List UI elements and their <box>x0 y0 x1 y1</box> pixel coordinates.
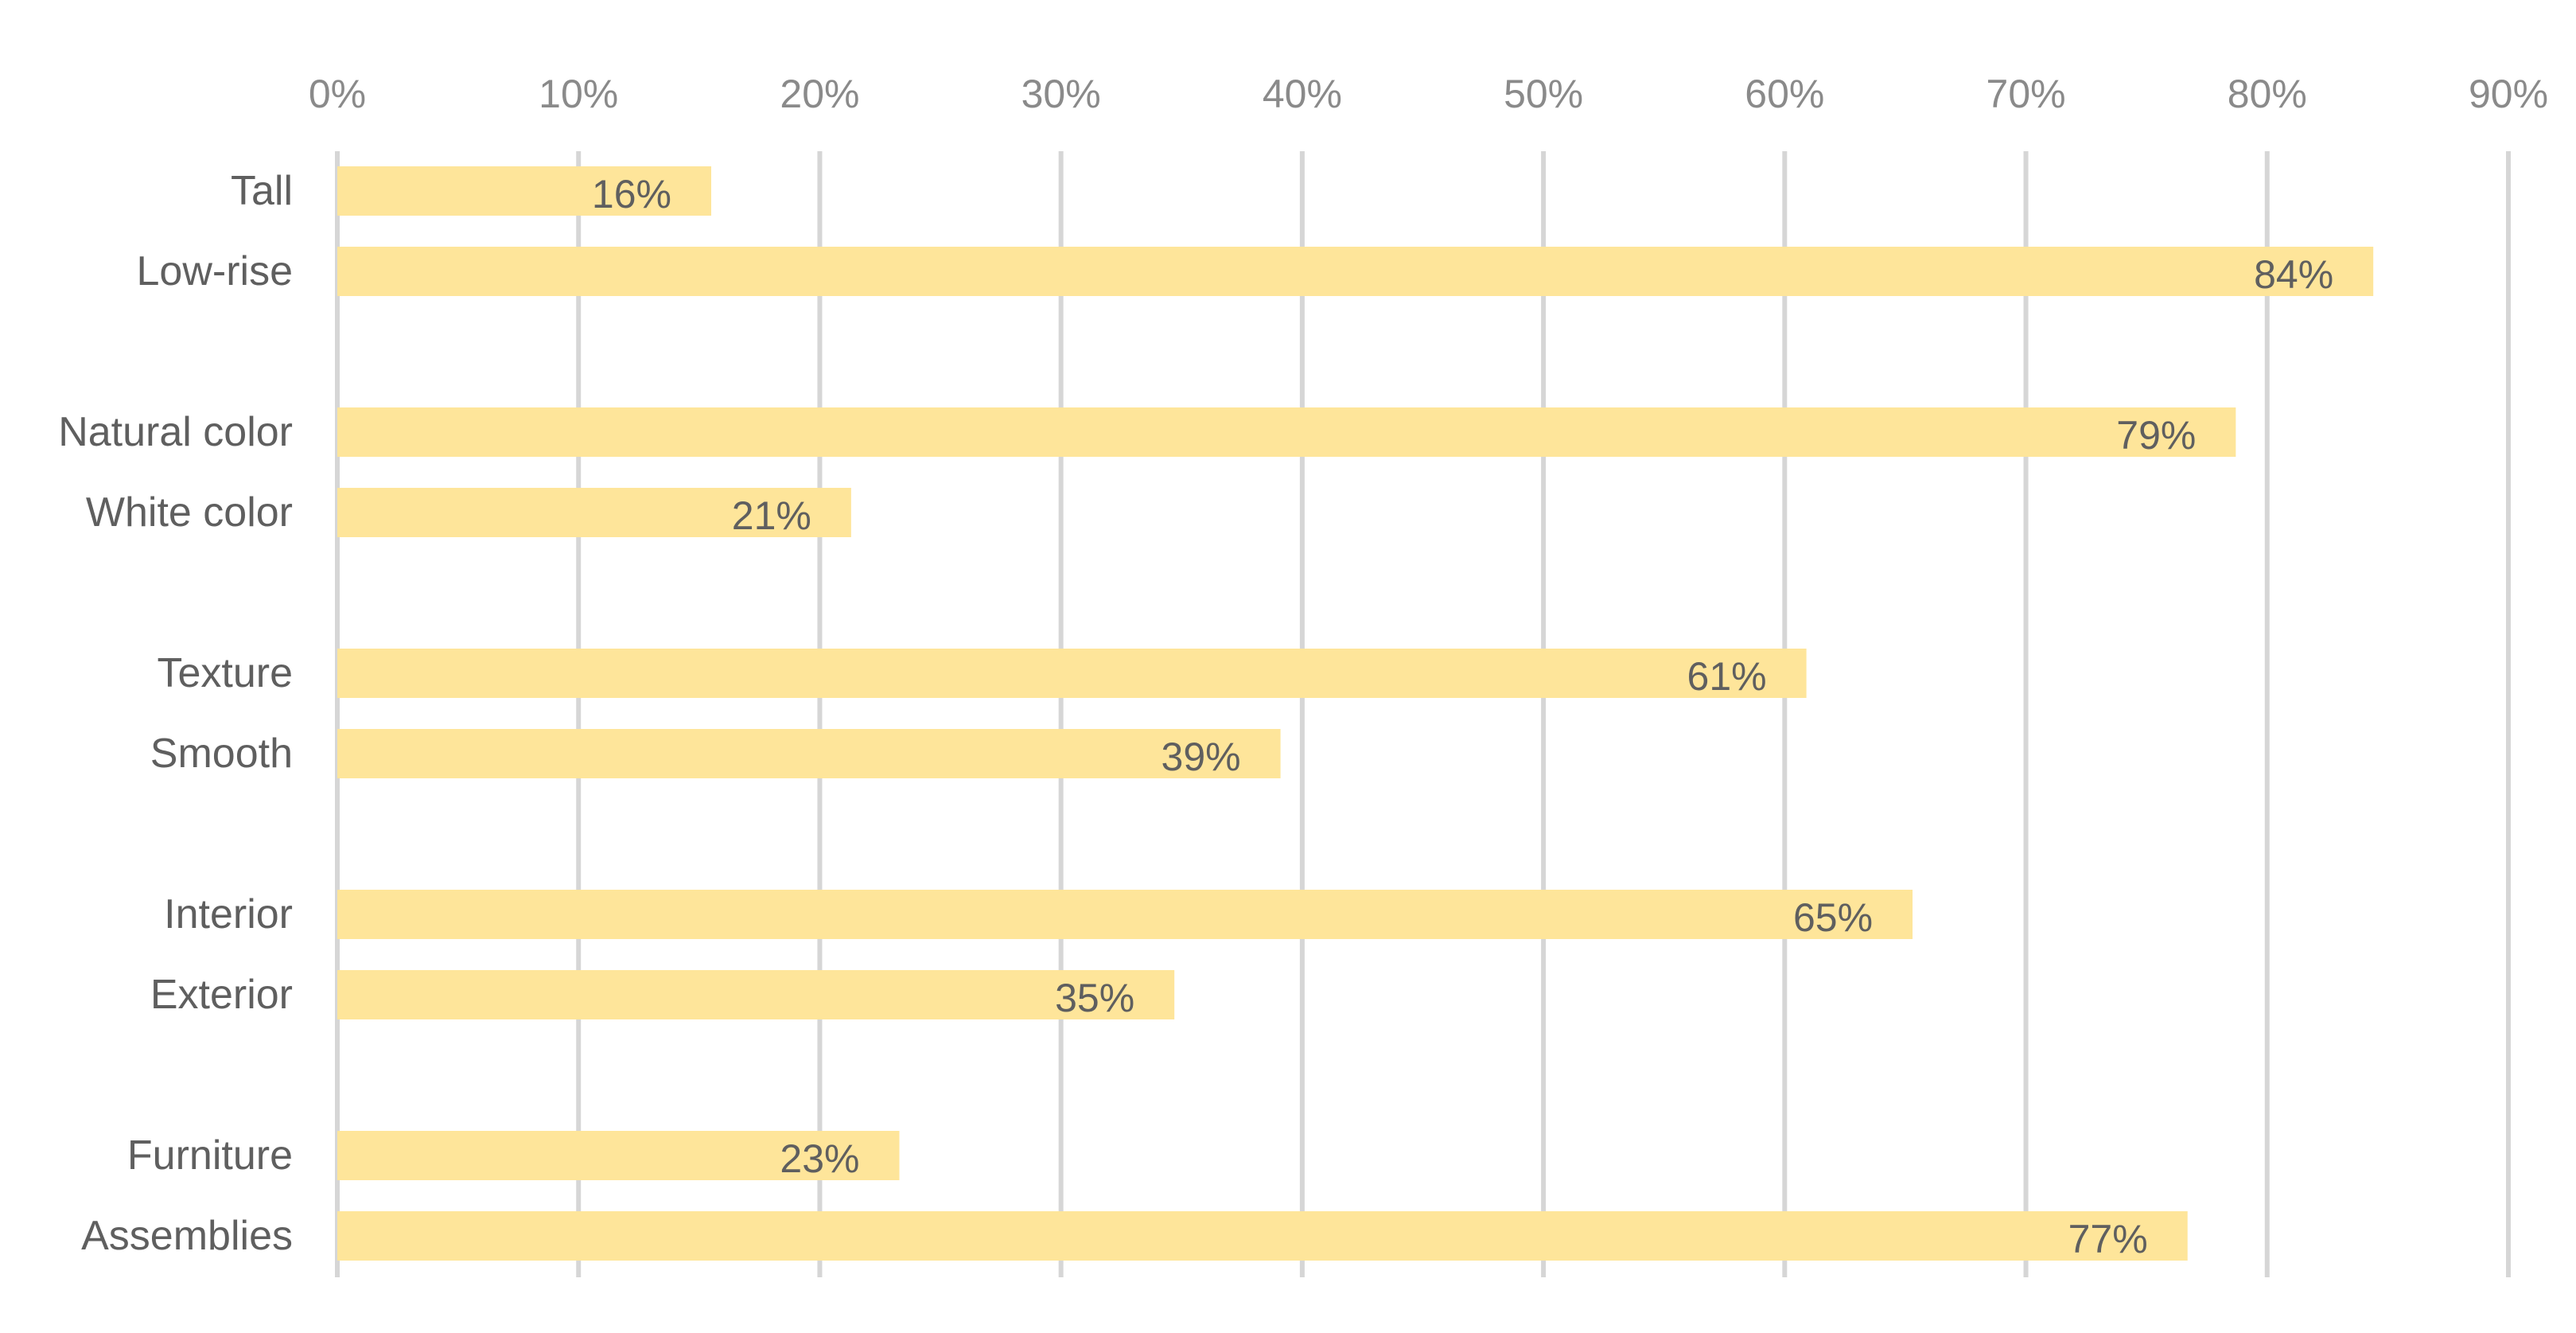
bar-smooth <box>337 729 1281 778</box>
data-label-assemblies: 77% <box>2068 1217 2148 1261</box>
category-label-assemblies: Assemblies <box>81 1213 293 1259</box>
x-tick-label: 40% <box>1263 72 1342 116</box>
x-tick-label: 10% <box>539 72 618 116</box>
data-label-white-color: 21% <box>732 493 811 538</box>
x-tick-label: 70% <box>1986 72 2066 116</box>
x-tick-label: 20% <box>780 72 859 116</box>
category-label-interior: Interior <box>164 891 293 937</box>
x-tick-label: 50% <box>1504 72 1583 116</box>
bar-assemblies <box>337 1211 2188 1261</box>
category-label-natural-color: Natural color <box>58 409 293 455</box>
category-label-low-rise: Low-rise <box>137 248 294 294</box>
x-tick-label: 30% <box>1021 72 1101 116</box>
bar-natural-color <box>337 407 2236 457</box>
category-label-tall: Tall <box>231 168 293 214</box>
x-tick-label: 90% <box>2469 72 2548 116</box>
bar-low-rise <box>337 247 2374 296</box>
category-label-white-color: White color <box>86 489 293 536</box>
data-label-texture: 61% <box>1687 654 1767 699</box>
bar-exterior <box>337 970 1175 1019</box>
data-label-smooth: 39% <box>1162 735 1241 779</box>
data-label-tall: 16% <box>592 172 671 216</box>
category-label-smooth: Smooth <box>150 731 293 777</box>
x-tick-label: 80% <box>2228 72 2307 116</box>
data-labels: 16% 84% 79% 21% 61% 39% 65% 35% 23% 77% <box>592 172 2333 1261</box>
data-label-interior: 65% <box>1793 895 1873 940</box>
data-label-exterior: 35% <box>1055 976 1134 1020</box>
bar-white-color <box>337 488 851 537</box>
bar-interior <box>337 890 1913 939</box>
x-tick-label: 60% <box>1745 72 1824 116</box>
data-label-furniture: 23% <box>780 1136 859 1181</box>
data-label-natural-color: 79% <box>2116 413 2196 458</box>
x-axis-ticks: 0% 10% 20% 30% 40% 50% 60% 70% 80% 90% <box>309 72 2548 116</box>
category-label-furniture: Furniture <box>127 1132 293 1179</box>
grid-lines <box>335 151 2511 1277</box>
category-label-exterior: Exterior <box>150 972 293 1018</box>
category-label-texture: Texture <box>157 650 293 696</box>
data-label-low-rise: 84% <box>2254 252 2333 297</box>
category-labels: Tall Low-rise Natural color White color Text… <box>58 168 293 1259</box>
bar-tall <box>337 166 711 216</box>
bars <box>337 166 2374 1261</box>
x-tick-label: 0% <box>309 72 366 116</box>
bar-furniture <box>337 1131 900 1180</box>
bar-texture <box>337 649 1807 698</box>
